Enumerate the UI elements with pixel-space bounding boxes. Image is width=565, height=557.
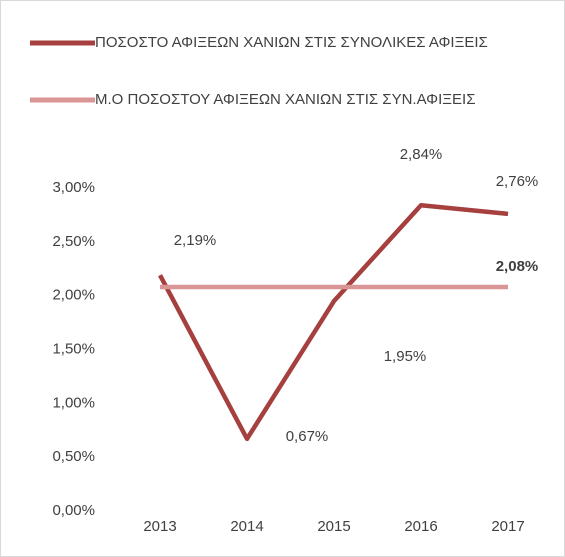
legend-label: Μ.Ο ΠΟΣΟΣΤΟΥ ΑΦΙΞΕΩΝ ΧΑΝΙΩΝ ΣΤΙΣ ΣΥΝ.ΑΦΙ… xyxy=(95,91,475,108)
y-tick-label: 0,00% xyxy=(52,502,95,519)
data-label: 1,95% xyxy=(384,348,427,365)
data-label: 2,19% xyxy=(174,232,217,249)
y-tick-label: 1,00% xyxy=(52,394,95,411)
legend-label: ΠΟΣΟΣΤΟ ΑΦΙΞΕΩΝ ΧΑΝΙΩΝ ΣΤΙΣ ΣΥΝΟΛΙΚΕΣ ΑΦ… xyxy=(95,34,488,51)
x-tick-label: 2015 xyxy=(317,518,350,535)
data-label: 0,67% xyxy=(286,428,329,445)
data-label: 2,76% xyxy=(496,173,539,190)
x-tick-label: 2013 xyxy=(143,518,176,535)
y-tick-label: 1,50% xyxy=(52,340,95,357)
series-line xyxy=(158,202,509,442)
y-tick-label: 0,50% xyxy=(52,448,95,465)
y-tick-label: 3,00% xyxy=(52,179,95,196)
y-tick-label: 2,50% xyxy=(52,233,95,250)
x-tick-label: 2016 xyxy=(404,518,437,535)
x-tick-label: 2017 xyxy=(491,518,524,535)
y-tick-label: 2,00% xyxy=(52,287,95,304)
data-label: 2,08% xyxy=(496,258,539,275)
x-tick-label: 2014 xyxy=(230,518,263,535)
data-label: 2,84% xyxy=(400,146,443,163)
